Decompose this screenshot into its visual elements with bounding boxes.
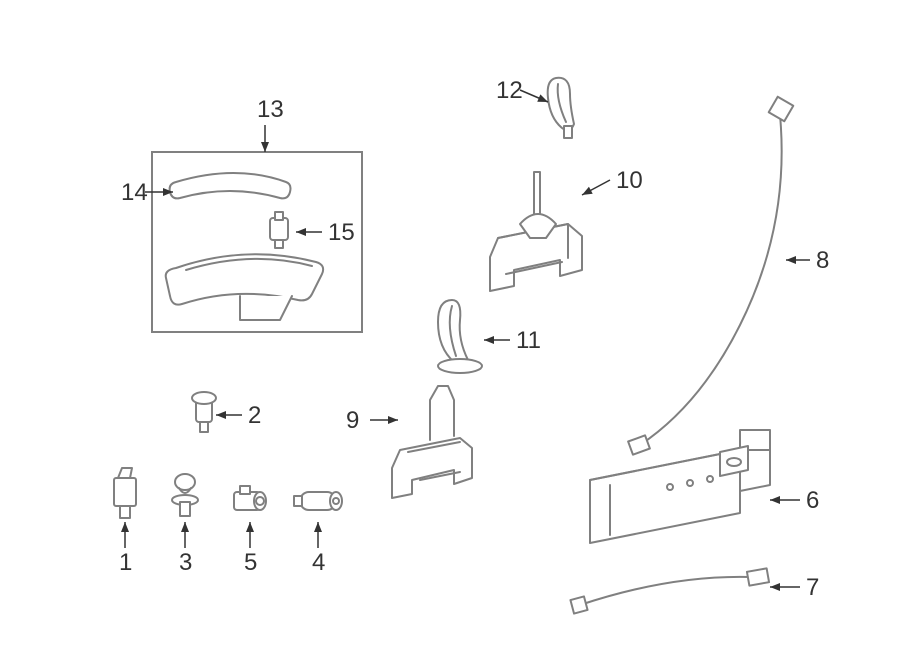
part-2 [192, 392, 216, 432]
arrow-3 [181, 522, 189, 532]
part-1 [114, 468, 136, 518]
part-11 [438, 300, 482, 373]
arrow-9 [388, 416, 398, 424]
callout-label-13: 13 [257, 96, 284, 123]
part-13-handbrake [166, 173, 323, 320]
arrow-5 [246, 522, 254, 532]
arrow-7 [770, 583, 780, 591]
arrow-1 [121, 522, 129, 532]
part-14 [170, 173, 291, 198]
callout-label-2: 2 [248, 402, 261, 429]
callout-label-4: 4 [312, 549, 325, 576]
part-5 [234, 486, 266, 510]
callout-label-5: 5 [244, 549, 257, 576]
callout-label-8: 8 [816, 247, 829, 274]
arrow-6 [770, 496, 780, 504]
callout-label-12: 12 [496, 77, 523, 104]
part-9 [392, 386, 472, 498]
part-3 [172, 474, 198, 516]
arrow-11 [484, 336, 494, 344]
callout-label-11: 11 [516, 327, 541, 354]
part-12 [548, 78, 574, 138]
parts-diagram: 123456789101112131415 [0, 0, 900, 661]
part-15 [270, 212, 288, 248]
callout-label-14: 14 [121, 179, 148, 206]
callout-label-7: 7 [806, 574, 819, 601]
part-8 [628, 97, 793, 455]
part-7 [570, 568, 769, 613]
callout-label-6: 6 [806, 487, 819, 514]
part-10 [490, 172, 582, 291]
callout-label-9: 9 [346, 407, 359, 434]
arrow-2 [216, 411, 226, 419]
callout-label-15: 15 [328, 219, 355, 246]
callout-label-3: 3 [179, 549, 192, 576]
arrow-13 [261, 142, 269, 152]
arrow-8 [786, 256, 796, 264]
part-6 [590, 430, 770, 543]
callout-label-10: 10 [616, 167, 643, 194]
arrow-15 [296, 228, 306, 236]
arrow-10 [582, 187, 593, 195]
arrow-12 [537, 94, 548, 102]
callout-label-1: 1 [119, 549, 132, 576]
arrow-4 [314, 522, 322, 532]
part-4 [294, 492, 342, 510]
